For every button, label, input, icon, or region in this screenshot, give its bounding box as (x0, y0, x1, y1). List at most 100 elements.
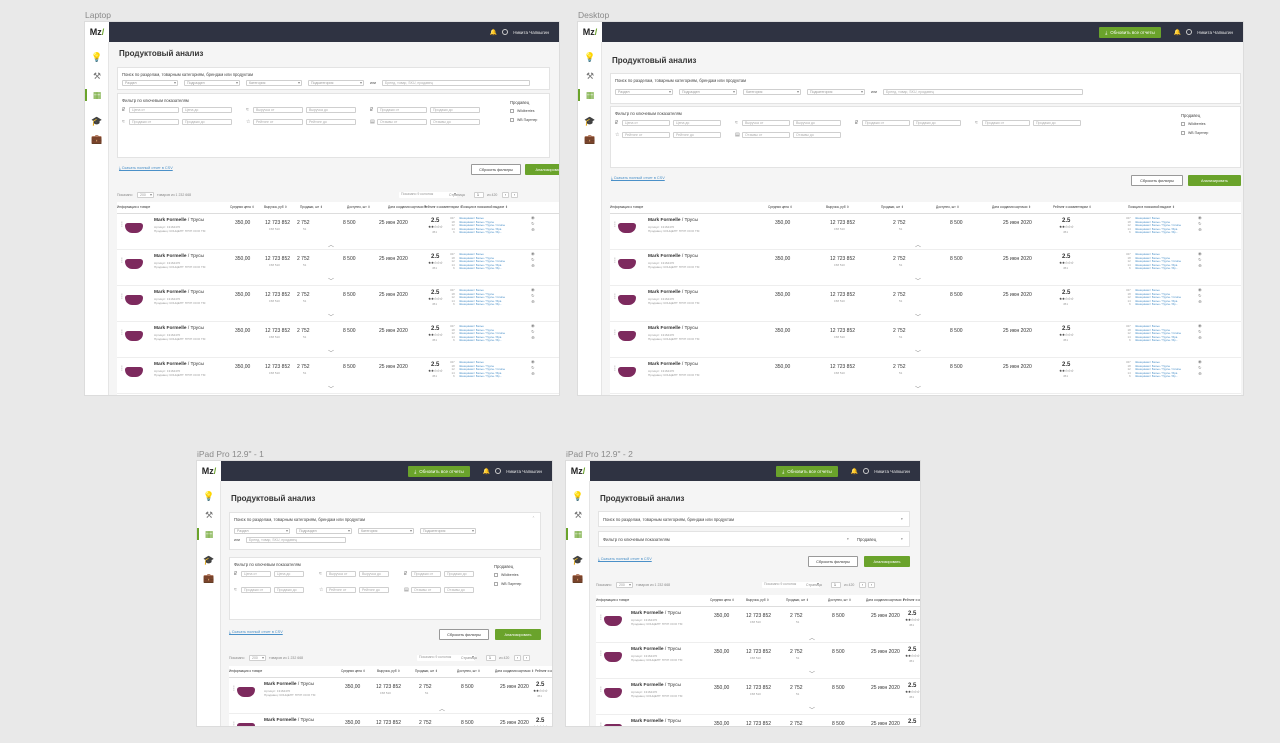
product-thumbnail[interactable] (237, 687, 255, 697)
seller-option[interactable]: Wildberries (501, 573, 519, 577)
column-header[interactable]: Средняя цена ⇕ (710, 598, 735, 602)
refresh-icon[interactable]: ↻ (531, 293, 535, 298)
filter-from-input[interactable]: Продажи от (129, 119, 179, 125)
page-input[interactable]: 1 (831, 582, 841, 588)
select-2[interactable]: Подраздел (296, 528, 352, 534)
eye-icon[interactable]: ◉ (531, 323, 535, 328)
product-brand[interactable]: Mark Formelle (648, 290, 681, 295)
refresh-icon[interactable]: ↻ (531, 257, 535, 262)
page-input[interactable]: 1 (486, 655, 496, 661)
product-thumbnail[interactable] (604, 688, 622, 698)
analyze-button[interactable]: Анализировать (864, 556, 910, 567)
refresh-icon[interactable]: ↻ (1198, 221, 1202, 226)
column-header[interactable]: Продажи, шт ⇕ (881, 205, 904, 209)
filter-to-input[interactable]: Продажи до (182, 119, 232, 125)
seller-option[interactable]: Wildberries (1188, 122, 1206, 126)
update-all-button[interactable]: ⤓ Обновить все отчеты (1099, 26, 1161, 38)
select-3[interactable]: Категория (358, 528, 414, 534)
product-brand[interactable]: Mark Formelle (154, 326, 187, 331)
product-category[interactable]: Трусы (684, 362, 698, 367)
prev-page-button[interactable]: ‹ (502, 192, 509, 198)
filter-to-input[interactable]: Отзывы до (430, 119, 480, 125)
product-name[interactable]: Mark Formelle / Трусы (154, 290, 204, 295)
product-thumbnail[interactable] (237, 723, 255, 726)
column-header[interactable]: Рейтинг и комментарии ⇕ (1053, 205, 1092, 209)
product-name[interactable]: Mark Formelle / Трусы (154, 254, 204, 259)
eye-icon[interactable]: ◉ (531, 215, 535, 220)
seller-option[interactable]: WB Партнер (1188, 131, 1209, 135)
per-page-select[interactable]: 200 (616, 582, 633, 588)
lightbulb-icon[interactable]: 💡 (584, 52, 596, 62)
filter-from-input[interactable]: Продажи от (241, 587, 271, 593)
row-menu-icon[interactable]: ⋮ (598, 651, 604, 657)
column-header[interactable]: Средняя цена ⇕ (230, 205, 255, 209)
product-search-input[interactable]: Бренд, товар, SKU, продавец (246, 537, 346, 543)
position-link[interactable]: Женщинам / Белье (459, 324, 484, 328)
column-header[interactable]: Информация о товаре (229, 669, 263, 673)
column-header[interactable]: Доступно, шт ⇕ (828, 598, 852, 602)
position-link[interactable]: Женщинам / Белье / Трусы (1135, 363, 1170, 368)
row-menu-icon[interactable]: ⋮ (598, 615, 604, 621)
product-thumbnail[interactable] (604, 724, 622, 726)
update-all-button[interactable]: ⤓ Обновить все отчеты (776, 465, 838, 477)
position-link[interactable]: Женщинам / Белье / Трусы / Слипы (1135, 295, 1182, 300)
filter-to-input[interactable]: Рейтинг до (359, 587, 389, 593)
column-header[interactable]: Рейтинг и комментарии ⇕ (535, 669, 552, 673)
position-link[interactable]: Женщинам / Белье (1135, 288, 1160, 292)
product-brand[interactable]: Mark Formelle (154, 290, 187, 295)
product-brand[interactable]: Mark Formelle (154, 362, 187, 367)
filter-to-input[interactable]: Цена до (673, 120, 721, 126)
prev-page-button[interactable]: ‹ (859, 582, 866, 588)
position-link[interactable]: Женщинам / Белье / Трусы / Бр... (459, 374, 503, 379)
chevron-down-icon[interactable]: ﹀ (328, 279, 335, 285)
row-menu-icon[interactable]: ⋮ (612, 294, 618, 300)
chart-icon[interactable]: ▦ (92, 90, 102, 100)
filter-from-input[interactable]: Отзывы от (742, 132, 790, 138)
column-header[interactable]: Информация о товаре (596, 598, 630, 602)
filter-from-input[interactable]: Отзывы от (411, 587, 441, 593)
bell-icon[interactable]: 🔔 (850, 468, 859, 475)
seller-checkbox[interactable] (494, 573, 498, 577)
position-link[interactable]: Женщинам / Белье / Трусы / Бр... (1135, 302, 1179, 307)
bell-icon[interactable]: 🔔 (482, 468, 491, 475)
csv-download-link[interactable]: ⤓ Скачать полный отчет в CSV (598, 557, 652, 561)
user-name[interactable]: Никита Чапкыгин (1197, 29, 1233, 35)
chevron-down-icon[interactable]: ﹀ (809, 672, 816, 678)
position-link[interactable]: Женщинам / Белье / Трусы (1135, 291, 1170, 296)
column-header[interactable]: Доступно, шт ⇕ (347, 205, 371, 209)
chevron-up-icon[interactable]: ︿ (915, 243, 922, 249)
logo[interactable]: Mz / (85, 22, 109, 42)
product-category[interactable]: Трусы (190, 218, 204, 223)
product-category[interactable]: Трусы (300, 682, 314, 687)
product-name[interactable]: Mark Formelle / Трусы (631, 683, 681, 688)
product-search-input[interactable]: Бренд, товар, SKU, продавец (883, 89, 1083, 95)
graduation-icon[interactable]: 🎓 (572, 555, 584, 565)
product-thumbnail[interactable] (125, 259, 143, 269)
position-link[interactable]: Женщинам / Белье (1135, 360, 1160, 364)
refresh-icon[interactable]: ↻ (1198, 329, 1202, 334)
plus-circle-icon[interactable]: ⊕ (1198, 335, 1202, 340)
reset-filters-button[interactable]: Сбросить фильтры (1131, 175, 1183, 186)
position-link[interactable]: Женщинам / Белье / Трусы / Слипы (1135, 331, 1182, 336)
row-menu-icon[interactable]: ⋮ (598, 687, 604, 693)
product-brand[interactable]: Mark Formelle (631, 611, 664, 616)
column-header[interactable]: Дата создания карточки ⇕ (992, 205, 1031, 209)
user-icon[interactable] (863, 468, 870, 474)
graduation-icon[interactable]: 🎓 (91, 116, 103, 126)
select-3[interactable]: Категория (246, 80, 302, 86)
product-category[interactable]: Трусы (667, 683, 681, 688)
product-thumbnail[interactable] (618, 259, 636, 269)
eye-icon[interactable]: ◉ (1198, 215, 1202, 220)
position-link[interactable]: Женщинам / Белье / Трусы (459, 327, 494, 332)
filter-from-input[interactable]: Продажи от (862, 120, 910, 126)
filter-to-input[interactable]: Выручка до (793, 120, 841, 126)
product-thumbnail[interactable] (125, 331, 143, 341)
eye-icon[interactable]: ◉ (531, 359, 535, 364)
column-header[interactable]: Дата создания карточки ⇕ (866, 598, 905, 602)
seller-option[interactable]: Wildberries (517, 109, 535, 113)
chevron-up-icon[interactable]: ︿ (809, 636, 816, 642)
filter-to-input[interactable]: Рейтинг до (306, 119, 356, 125)
product-brand[interactable]: Mark Formelle (648, 254, 681, 259)
reset-filters-button[interactable]: Сбросить фильтры (439, 629, 489, 640)
column-header[interactable]: Позиция в поисковой выдаче ⇕ (461, 205, 508, 209)
